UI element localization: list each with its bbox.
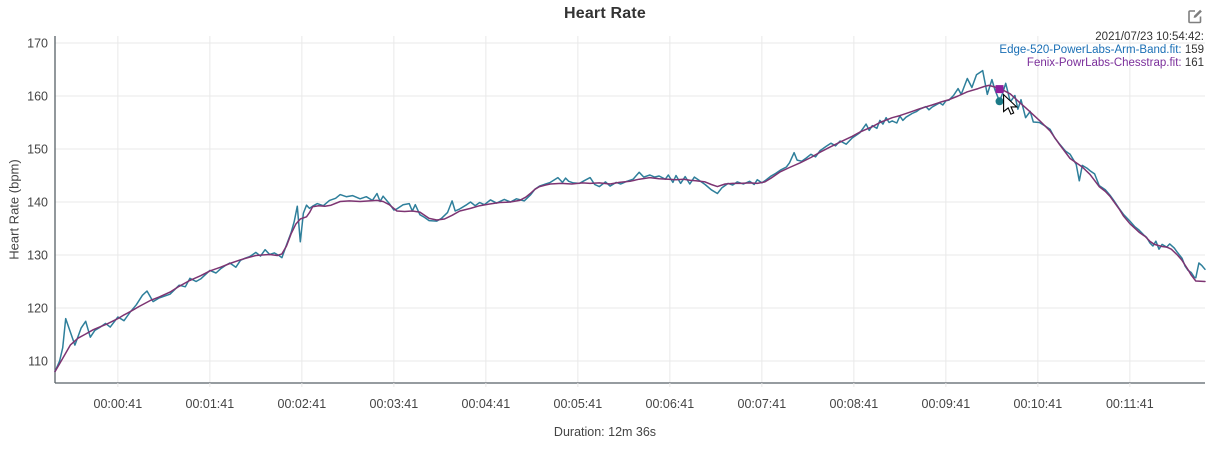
y-tick-label: 170 xyxy=(27,36,48,50)
x-tick-label: 00:06:41 xyxy=(646,397,695,411)
x-tick-label: 00:02:41 xyxy=(278,397,327,411)
y-tick-label: 160 xyxy=(27,89,48,103)
y-axis-title: Heart Rate (bpm) xyxy=(6,159,22,260)
edge-hover-marker xyxy=(995,97,1004,106)
chart-title: Heart Rate xyxy=(563,5,647,22)
x-tick-label: 00:09:41 xyxy=(922,397,971,411)
x-tick-label: 00:01:41 xyxy=(186,397,235,411)
y-tick-label: 130 xyxy=(27,249,48,263)
y-tick-label: 150 xyxy=(27,142,48,156)
series-edge-line[interactable] xyxy=(54,69,1206,373)
x-tick-label: 00:08:41 xyxy=(830,397,879,411)
x-tick-label: 00:04:41 xyxy=(462,397,511,411)
y-tick-label: 110 xyxy=(28,355,48,369)
y-tick-label: 120 xyxy=(27,302,48,316)
fenix-hover-marker xyxy=(995,85,1004,94)
x-tick-label: 00:03:41 xyxy=(370,397,419,411)
x-tick-label: 00:00:41 xyxy=(94,397,143,411)
series-fenix-line[interactable] xyxy=(54,84,1206,373)
edit-chart-icon[interactable] xyxy=(1187,8,1203,24)
mouse-cursor xyxy=(1003,93,1018,115)
y-tick-label: 140 xyxy=(27,196,48,210)
x-tick-label: 00:11:41 xyxy=(1106,397,1154,411)
x-tick-label: 00:07:41 xyxy=(738,397,787,411)
x-tick-label: 00:10:41 xyxy=(1014,397,1063,411)
x-axis-title: Duration: 12m 36s xyxy=(553,425,657,439)
x-tick-label: 00:05:41 xyxy=(554,397,603,411)
